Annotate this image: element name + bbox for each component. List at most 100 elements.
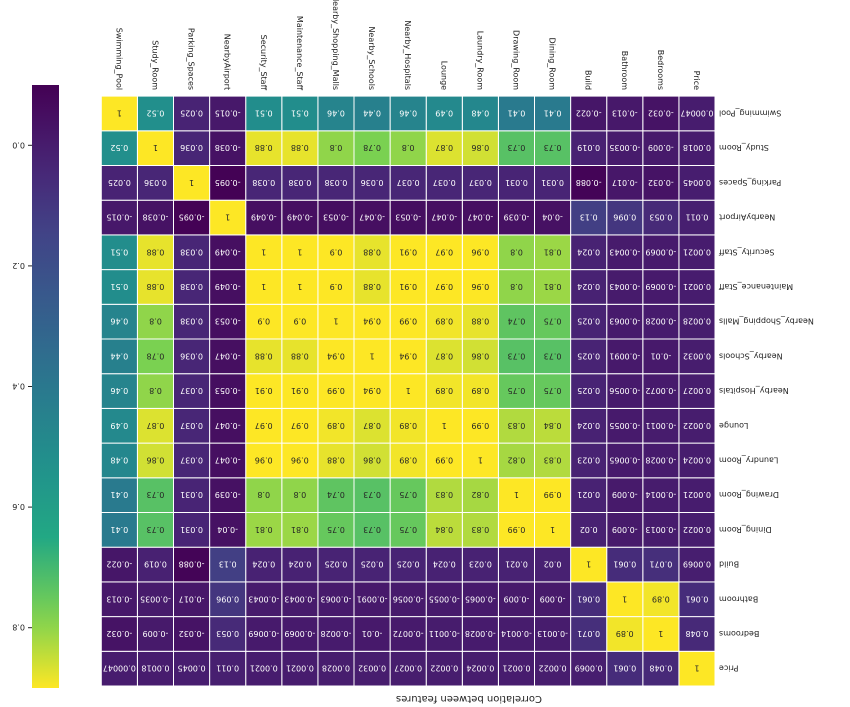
x-tick-label: Study_Room	[150, 40, 159, 90]
cell-value-label: -0.049	[251, 213, 277, 222]
cell-value-label: 0.88	[147, 247, 165, 256]
cell-value-label: 0.73	[544, 143, 562, 152]
heatmap-cell	[209, 165, 247, 201]
cell-value-label: 0.73	[363, 490, 381, 499]
cell-value-label: 0.82	[471, 490, 489, 499]
cell-value-label: 0.75	[399, 490, 417, 499]
heatmap-cell	[642, 546, 680, 583]
heatmap-cell	[281, 373, 319, 409]
cell-value-label: 0.81	[544, 282, 562, 291]
cell-value-label: 0.94	[399, 351, 417, 360]
cell-value-label: 1	[550, 525, 555, 534]
cell-value-label: -0.009	[612, 525, 638, 534]
cell-value-label: 0.0022	[539, 664, 567, 673]
heatmap-cell	[425, 442, 463, 479]
x-tick-label: Drawing_Room	[511, 30, 520, 90]
chart-title: Correlation between features	[396, 693, 542, 704]
cell-value-label: 0.46	[110, 386, 128, 395]
y-tick-label: Lounge	[719, 421, 748, 430]
cell-value-label: 1	[261, 247, 266, 256]
heatmap-cell	[353, 407, 391, 444]
heatmap-cell	[534, 442, 572, 479]
heatmap-cell	[642, 407, 680, 444]
heatmap-cell	[172, 234, 211, 271]
heatmap-cell	[353, 546, 391, 583]
cell-value-label: 0.44	[110, 351, 128, 360]
heatmap-cell	[281, 269, 319, 305]
cell-value-label: 0.89	[652, 594, 670, 603]
cell-value-label: -0.053	[323, 213, 349, 222]
heatmap-cell	[642, 581, 680, 618]
cell-value-label: 1	[225, 213, 230, 222]
cell-value-label: -0.053	[215, 317, 241, 326]
cell-value-label: 0.8	[149, 317, 162, 326]
cell-value-label: 0.024	[577, 282, 600, 291]
heatmap-cell	[389, 373, 427, 409]
cell-value-label: 1	[514, 490, 519, 499]
y-tick-label: Laundry_Room	[719, 455, 779, 464]
cell-value-label: 0.86	[471, 351, 489, 360]
cell-value-label: 0.019	[144, 560, 167, 569]
cell-value-label: 0.8	[402, 143, 415, 152]
heatmap-cell	[172, 373, 211, 409]
heatmap-cell	[606, 442, 644, 479]
cell-value-label: -0.0072	[393, 629, 424, 638]
heatmap-cell	[389, 338, 427, 375]
cell-value-label: 0.88	[255, 143, 273, 152]
cell-value-label: 0.037	[180, 455, 203, 464]
cell-value-label: -0.047	[467, 213, 493, 222]
cell-value-label: 0.87	[147, 421, 165, 430]
heatmap-cell	[136, 650, 174, 687]
y-tick-label: Swimming_Pool	[719, 108, 781, 117]
cell-value-label: 0.73	[147, 490, 165, 499]
cell-value-label: 0.78	[147, 351, 165, 360]
cell-value-label: 0.024	[577, 421, 600, 430]
heatmap-cell	[317, 373, 355, 409]
heatmap-cell	[642, 650, 680, 687]
heatmap-cell	[534, 199, 572, 236]
heatmap-cell	[317, 303, 355, 340]
heatmap-cell	[353, 130, 391, 166]
heatmap-cell	[353, 234, 391, 271]
cell-value-label: 0.89	[471, 386, 489, 395]
heatmap-cell	[100, 234, 138, 271]
y-tick-label: Nearby_Shopping_Malls	[719, 317, 814, 326]
heatmap-cell	[642, 373, 680, 409]
cell-value-label: -0.038	[215, 143, 241, 152]
heatmap-cell	[353, 616, 391, 652]
heatmap-cell	[570, 269, 608, 305]
cell-value-label: -0.01	[650, 351, 671, 360]
cell-value-label: 0.0021	[502, 664, 530, 673]
heatmap-cell	[678, 511, 716, 548]
heatmap-cell	[317, 511, 355, 548]
heatmap-cell	[209, 234, 247, 271]
cell-value-label: -0.0043	[609, 282, 640, 291]
heatmap-cell	[281, 581, 319, 618]
cell-value-label: 0.025	[577, 386, 600, 395]
cell-value-label: 0.025	[361, 560, 384, 569]
cell-value-label: -0.009	[612, 490, 638, 499]
cell-value-label: 0.89	[399, 455, 417, 464]
cell-value-label: 0.036	[180, 143, 203, 152]
cell-value-label: 0.8	[330, 143, 343, 152]
heatmap-cell	[642, 511, 680, 548]
colorbar: 0.0 0.2 0.4 0.6 0.8	[12, 85, 59, 688]
heatmap-cell	[461, 373, 499, 409]
cell-value-label: 1	[694, 664, 699, 673]
cell-value-label: 0.071	[577, 629, 600, 638]
cell-value-label: 1	[370, 351, 375, 360]
heatmap-cell	[209, 442, 247, 479]
heatmap-cell	[606, 373, 644, 409]
cell-value-label: 0.9	[257, 317, 270, 326]
cell-value-label: 0.97	[255, 421, 273, 430]
cell-value-label: 0.83	[508, 421, 526, 430]
cell-value-label: 0.46	[399, 108, 417, 117]
cell-value-label: 0.99	[435, 455, 453, 464]
y-tick-label: Nearby_Hospitals	[719, 386, 789, 395]
heatmap-cell	[209, 373, 247, 409]
heatmap-cell	[281, 407, 319, 444]
cell-value-label: 0.0018	[141, 664, 169, 673]
cell-value-label: -0.088	[179, 560, 205, 569]
cell-value-label: 0.0022	[430, 664, 458, 673]
heatmap-cell	[389, 269, 427, 305]
